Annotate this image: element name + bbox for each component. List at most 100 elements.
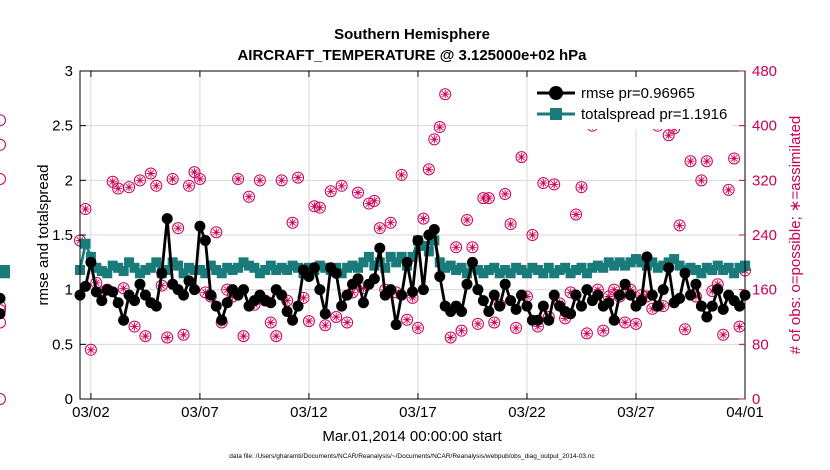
obs-asterisk: [81, 204, 90, 214]
legend-rmse-label: rmse pr=0.96965: [581, 85, 695, 102]
obs-circle: [242, 190, 255, 203]
obs-asterisk: [642, 292, 652, 301]
totalspread-point: [184, 262, 195, 273]
obs-asterisk: [620, 318, 630, 327]
obs-asterisk: [582, 329, 592, 338]
obs-count-marker: [455, 324, 468, 337]
obs-asterisk: [348, 288, 357, 297]
rmse-point: [183, 275, 195, 287]
obs-asterisk: [288, 218, 297, 227]
rmse-point: [341, 289, 353, 301]
obs-asterisk: [364, 199, 374, 208]
totalspread-point: [560, 262, 571, 273]
totalspread-point: [407, 251, 418, 262]
obs-circle: [455, 324, 468, 337]
totalspread-point: [565, 268, 576, 279]
obs-circle: [673, 219, 686, 232]
obs-circle: [717, 328, 730, 341]
obs-asterisk: [255, 176, 265, 185]
obs-asterisk: [468, 243, 477, 252]
x-tick-label: 03/22: [508, 404, 546, 421]
rmse-point: [516, 289, 528, 301]
y-right-tick-label: 80: [752, 336, 769, 353]
totalspread-point: [80, 238, 91, 249]
totalspread-point: [576, 262, 587, 273]
obs-asterisk: [135, 176, 145, 185]
obs-circle: [471, 317, 484, 330]
obs-asterisk: [282, 296, 292, 305]
obs-circle: [275, 174, 288, 187]
totalspread-point: [462, 268, 473, 279]
totalspread-point: [658, 260, 669, 271]
obs-count-marker: [695, 174, 708, 187]
obs-circle: [510, 321, 523, 334]
rmse-point: [150, 300, 162, 312]
rmse-point: [488, 289, 500, 301]
obs-asterisk: [266, 318, 275, 327]
obs-count-marker: [662, 129, 675, 142]
obs-circle: [401, 313, 414, 326]
obs-asterisk: [735, 322, 744, 331]
rmse-point: [472, 284, 484, 296]
rmse-point: [156, 267, 168, 279]
obs-asterisk: [686, 157, 695, 166]
obs-circle: [0, 114, 6, 127]
totalspread-point: [423, 246, 434, 257]
obs-asterisk: [708, 286, 717, 296]
rmse-point: [674, 292, 686, 304]
obs-circle: [210, 226, 223, 239]
totalspread-point: [630, 254, 641, 265]
rmse-point: [635, 295, 647, 307]
totalspread-point: [396, 251, 407, 262]
rmse-point: [90, 286, 102, 298]
obs-circle: [0, 316, 6, 329]
obs-circle: [161, 331, 174, 344]
totalspread-point: [293, 262, 304, 273]
obs-asterisk: [473, 319, 483, 329]
totalspread-point: [276, 262, 287, 273]
obs-asterisk: [631, 319, 641, 329]
obs-circle: [499, 188, 512, 200]
obs-asterisk: [484, 193, 494, 203]
obs-count-marker: [139, 330, 152, 343]
obs-asterisk: [337, 181, 346, 190]
obs-circle: [482, 192, 495, 205]
obs-asterisk: [451, 243, 461, 252]
obs-asterisk: [566, 288, 575, 297]
totalspread-point: [134, 268, 145, 279]
totalspread-point: [647, 257, 658, 268]
totalspread-point: [603, 257, 614, 268]
obs-asterisk: [446, 333, 455, 342]
obs-circle: [123, 181, 136, 194]
y-right-tick-label: 0: [752, 391, 760, 408]
rmse-point: [407, 286, 418, 298]
obs-asterisk: [435, 122, 444, 132]
obs-asterisk: [179, 330, 188, 339]
rmse-point: [657, 284, 669, 296]
obs-count-marker: [466, 241, 479, 254]
totalspread-point: [352, 262, 363, 273]
x-tick-label: 03/27: [617, 404, 655, 421]
y-right-tick-label: 240: [752, 227, 777, 244]
obs-circle: [237, 330, 250, 343]
rmse-point: [188, 284, 200, 296]
totalspread-point: [124, 257, 135, 268]
totalspread-point: [369, 260, 380, 271]
obs-asterisk: [152, 181, 161, 190]
obs-asterisk: [124, 182, 134, 192]
obs-circle: [253, 174, 266, 187]
obs-circle: [0, 172, 6, 185]
obs-asterisk: [173, 223, 183, 233]
rmse-point: [216, 314, 228, 326]
rmse-point: [319, 308, 331, 320]
totalspread-point: [489, 262, 500, 273]
rmse-point: [646, 289, 658, 301]
rmse-point: [505, 295, 517, 307]
obs-asterisk: [321, 321, 330, 330]
totalspread-point: [620, 260, 631, 271]
obs-count-marker: [144, 167, 157, 180]
rmse-point: [112, 297, 124, 309]
totalspread-point: [287, 260, 298, 271]
obs-circle: [433, 121, 446, 134]
obs-asterisk: [113, 184, 123, 193]
